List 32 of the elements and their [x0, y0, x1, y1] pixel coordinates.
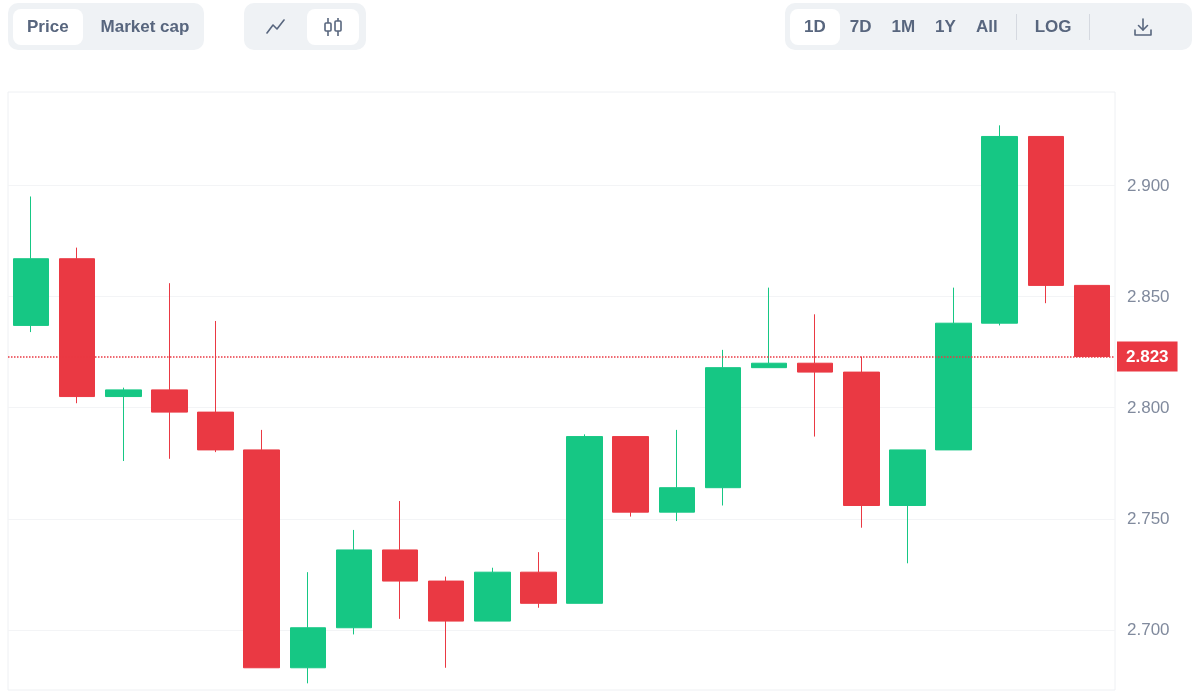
text: LOG [1034, 16, 1072, 37]
candlestick [290, 571, 326, 684]
candlestick [474, 567, 511, 622]
text: Market cap [100, 16, 190, 37]
y-tick-label: 2.700 [1127, 620, 1170, 640]
text: Price [27, 16, 69, 37]
y-tick-label: 2.900 [1127, 175, 1170, 195]
text: 1M [891, 16, 916, 37]
candlestick [612, 436, 649, 518]
candlestick [105, 387, 142, 462]
candlestick [336, 529, 372, 635]
candlestick [705, 349, 741, 506]
candlestick [520, 551, 557, 609]
candlestick [566, 433, 603, 604]
candlestick [1028, 135, 1064, 304]
candlestick [935, 287, 972, 451]
y-tick-label: 2.800 [1127, 398, 1170, 418]
candlestick [751, 287, 787, 369]
ref-line-label: 2.823 [1126, 347, 1169, 367]
candlestick [428, 576, 464, 669]
text: All [975, 16, 998, 37]
text: 1D [804, 16, 826, 37]
candlestick [382, 500, 418, 620]
candlestick [243, 429, 280, 669]
y-tick-label: 2.750 [1127, 509, 1170, 529]
text: 1Y [935, 16, 956, 37]
text: 7D [849, 16, 872, 37]
candlestick [889, 449, 926, 564]
candlestick [659, 429, 695, 522]
candlestick [13, 195, 49, 333]
candlestick [981, 124, 1018, 326]
y-tick-label: 2.850 [1127, 287, 1170, 307]
